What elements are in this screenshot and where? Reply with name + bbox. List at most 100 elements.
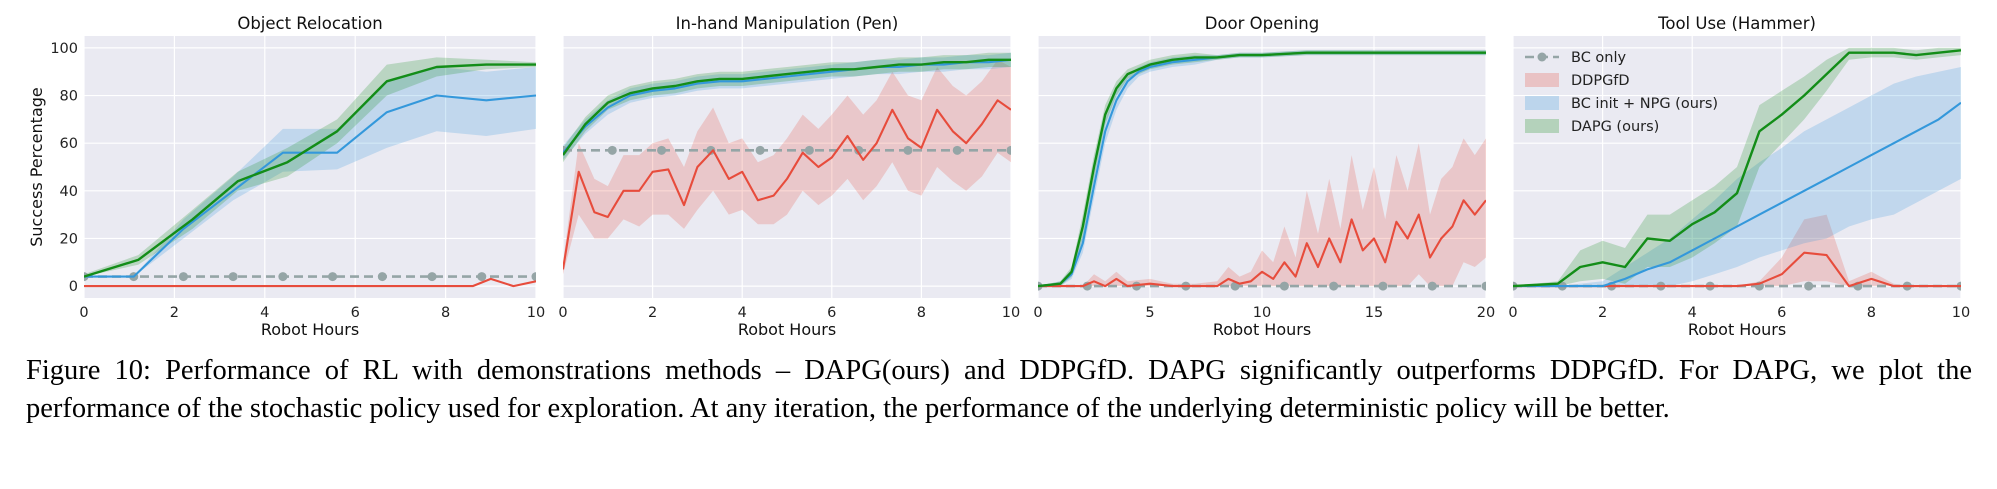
line-ddpgfd bbox=[84, 277, 536, 288]
x-tick-label: 0 bbox=[79, 305, 88, 321]
figure-caption: Figure 10: Performance of RL with demons… bbox=[26, 355, 1972, 424]
marker-bc-only bbox=[1804, 281, 1814, 291]
legend-label-ddpgfd: DDPGfD bbox=[1571, 73, 1630, 89]
x-tick-label: 6 bbox=[1777, 305, 1786, 321]
line-bc_npg bbox=[1513, 101, 1961, 288]
line-ddpgfd bbox=[1513, 251, 1961, 288]
line-bc_npg bbox=[84, 94, 536, 278]
band-dapg bbox=[84, 57, 536, 277]
line-dapg bbox=[84, 63, 536, 278]
line-ddpgfd bbox=[563, 99, 1011, 270]
legend-swatch-ddpgfd bbox=[1525, 73, 1559, 87]
x-tick-label: 4 bbox=[1688, 305, 1697, 321]
x-tick-label: 4 bbox=[738, 305, 747, 321]
marker-bc-only bbox=[477, 272, 487, 282]
y-axis-label: Success Percentage bbox=[27, 87, 46, 247]
y-tick-label: 40 bbox=[60, 184, 78, 200]
band-bc_npg bbox=[84, 67, 536, 277]
line-ddpgfd bbox=[1038, 199, 1486, 288]
chart-panel-2: 0 5 10 15 20 Door Opening Robot Hours bbox=[1033, 14, 1495, 339]
band-dapg bbox=[1513, 47, 1961, 287]
plot-series bbox=[84, 57, 536, 288]
marker-bc-only bbox=[903, 145, 913, 155]
y-tick-label: 60 bbox=[60, 136, 78, 152]
marker-bc-only bbox=[178, 272, 188, 282]
legend-label-dapg: DAPG (ours) bbox=[1571, 119, 1659, 135]
x-tick-label: 5 bbox=[1145, 305, 1154, 321]
chart-title: Door Opening bbox=[1205, 14, 1320, 33]
marker-bc-only bbox=[706, 145, 716, 155]
legend-swatch-bc_npg bbox=[1525, 96, 1559, 110]
marker-bc-only bbox=[531, 272, 536, 282]
x-tick-label: 6 bbox=[351, 305, 360, 321]
chart-panel-1: 0 2 4 6 8 10 In-hand Manipulation (Pen) Robot H… bbox=[558, 14, 1020, 339]
marker-bc-only bbox=[1006, 145, 1011, 155]
plot-series bbox=[1038, 50, 1486, 291]
x-tick-label: 0 bbox=[1033, 305, 1042, 321]
marker-bc-only bbox=[328, 272, 338, 282]
marker-bc-only bbox=[755, 145, 765, 155]
x-tick-label: 4 bbox=[260, 305, 269, 321]
chart-panel-0: 0 20 40 60 80 100 0 2 4 6 8 10 Object Relocation Robo… bbox=[27, 14, 545, 339]
marker-bc-only bbox=[1378, 281, 1388, 291]
x-tick-label: 0 bbox=[558, 305, 567, 321]
line-dapg bbox=[1513, 49, 1961, 288]
chart-title: Object Relocation bbox=[237, 14, 382, 33]
plot-area bbox=[563, 36, 1011, 298]
x-tick-label: 20 bbox=[1477, 305, 1495, 321]
x-tick-label: 10 bbox=[1253, 305, 1271, 321]
marker-bc-only bbox=[278, 272, 288, 282]
x-axis-label: Robot Hours bbox=[1213, 320, 1311, 339]
y-tick-label: 0 bbox=[69, 279, 78, 295]
x-tick-label: 2 bbox=[648, 305, 657, 321]
x-tick-label: 10 bbox=[527, 305, 545, 321]
marker-bc-only bbox=[1329, 281, 1339, 291]
line-bc_npg bbox=[563, 58, 1011, 154]
x-tick-label: 6 bbox=[827, 305, 836, 321]
marker-bc-only bbox=[377, 272, 387, 282]
band-ddpgfd bbox=[1038, 138, 1486, 287]
y-tick-label: 20 bbox=[60, 231, 78, 247]
x-tick-label: 10 bbox=[1002, 305, 1020, 321]
marker-bc-only bbox=[427, 272, 437, 282]
x-axis-label: Robot Hours bbox=[1688, 320, 1786, 339]
x-tick-label: 2 bbox=[170, 305, 179, 321]
marker-bc-only bbox=[228, 272, 238, 282]
marker-bc-only bbox=[1427, 281, 1437, 291]
marker-bc-only bbox=[1481, 281, 1486, 291]
legend-marker-bc-only bbox=[1537, 52, 1547, 62]
y-tick-label: 100 bbox=[50, 41, 78, 57]
plot-series bbox=[563, 52, 1011, 275]
plot-area bbox=[84, 36, 536, 298]
x-tick-label: 0 bbox=[1508, 305, 1517, 321]
line-dapg bbox=[563, 58, 1011, 156]
plot-area bbox=[1513, 36, 1961, 298]
line-dapg bbox=[1038, 51, 1486, 288]
x-tick-label: 8 bbox=[1867, 305, 1876, 321]
legend-swatch-dapg bbox=[1525, 119, 1559, 133]
band-ddpgfd bbox=[563, 59, 1011, 275]
legend-label-bc_npg: BC init + NPG (ours) bbox=[1571, 96, 1718, 112]
chart-title: Tool Use (Hammer) bbox=[1657, 14, 1816, 33]
chart-panel-3: 0 2 4 6 8 10 Tool Use (Hammer) Robot Hours BC on… bbox=[1508, 14, 1970, 339]
marker-bc-only bbox=[1279, 281, 1289, 291]
legend: BC only DDPGfD BC init + NPG (ours) DAPG (o… bbox=[1525, 50, 1718, 135]
plot-series bbox=[1513, 47, 1961, 291]
band-bc_npg bbox=[1513, 67, 1961, 287]
x-tick-label: 2 bbox=[1598, 305, 1607, 321]
x-tick-label: 8 bbox=[441, 305, 450, 321]
marker-bc-only bbox=[607, 145, 617, 155]
legend-label-bc_only: BC only bbox=[1571, 50, 1627, 66]
y-tick-label: 80 bbox=[60, 89, 78, 105]
x-axis-label: Robot Hours bbox=[738, 320, 836, 339]
marker-bc-only bbox=[657, 145, 667, 155]
chart-title: In-hand Manipulation (Pen) bbox=[676, 14, 899, 33]
band-dapg bbox=[563, 52, 1011, 163]
x-tick-label: 8 bbox=[917, 305, 926, 321]
marker-bc-only bbox=[804, 145, 814, 155]
x-axis-label: Robot Hours bbox=[261, 320, 359, 339]
x-tick-label: 15 bbox=[1365, 305, 1383, 321]
marker-bc-only bbox=[952, 145, 962, 155]
x-tick-label: 10 bbox=[1952, 305, 1970, 321]
